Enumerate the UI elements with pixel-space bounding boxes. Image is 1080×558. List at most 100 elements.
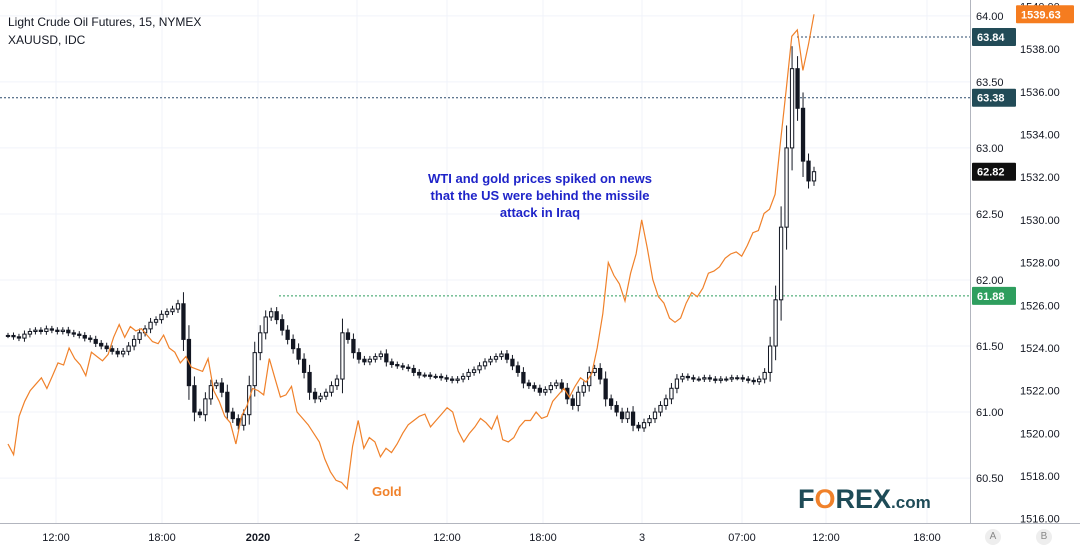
candle-body: [340, 332, 345, 380]
candle-body: [274, 311, 279, 321]
candle-body: [493, 356, 499, 360]
forex-logo: FOREX.com: [798, 484, 931, 515]
right-tick-label: 1528.00: [1020, 258, 1060, 270]
gold-series-label: Gold: [372, 484, 402, 499]
candle-body: [280, 319, 285, 331]
candle-body: [449, 378, 455, 381]
candle-body: [269, 311, 274, 318]
auto-scale-button[interactable]: A: [985, 529, 1001, 545]
price-badge: 63.38: [977, 93, 1005, 105]
candle-body: [718, 378, 723, 381]
candle-body: [669, 387, 674, 400]
candle-body: [444, 377, 449, 380]
logo-o: O: [814, 484, 836, 514]
candle-body: [378, 353, 383, 358]
candle-body: [345, 332, 351, 340]
candle-body: [208, 385, 214, 400]
price-badge: 61.88: [977, 291, 1005, 303]
candle-body: [439, 375, 444, 379]
log-scale-button[interactable]: B: [1036, 529, 1052, 545]
price-badge-bg: [972, 27, 1016, 46]
gold-price-badge-bg: [1016, 5, 1074, 24]
right-axis-ticks: 1516.00 1518.00 1520.00 1522.00 1524.00 1526.…: [1020, 1, 1060, 525]
logo-com: .com: [891, 493, 931, 512]
right-tick-label: 1518.00: [1020, 471, 1060, 483]
x-tick-label: 12:00: [433, 532, 461, 544]
candle-body: [356, 352, 362, 360]
candle-body: [663, 398, 669, 406]
candle-body: [548, 385, 553, 391]
candle-body: [641, 422, 647, 429]
price-badge-bg: [972, 88, 1016, 107]
chart-title: Light Crude Oil Futures, 15, NYMEX: [8, 15, 202, 29]
candle-body: [137, 332, 142, 340]
candle-body: [576, 391, 581, 406]
price-badge-bg: [972, 286, 1016, 305]
price-levels: [0, 36, 970, 297]
candle-body: [543, 389, 548, 393]
right-tick-label: 1516.00: [1020, 514, 1060, 526]
candle-body: [428, 374, 433, 377]
candle-body: [614, 404, 619, 413]
candle-body: [422, 374, 427, 377]
candle-body: [532, 385, 537, 389]
candle-body: [625, 411, 630, 420]
chart-subtitle: XAUUSD, IDC: [8, 33, 86, 47]
candle-body: [170, 308, 175, 313]
candle-body: [115, 350, 120, 355]
left-tick-label: 61.00: [976, 407, 1004, 419]
gold-series-line: [7, 14, 815, 491]
candle-body: [82, 334, 87, 339]
candle-body: [197, 411, 203, 416]
candle-body: [131, 338, 137, 347]
candle-body: [570, 398, 575, 406]
candle-body: [93, 338, 98, 344]
candle-body: [767, 345, 773, 373]
candle-body: [263, 316, 268, 334]
right-tick-label: 1530.00: [1020, 215, 1060, 227]
candle-body: [33, 329, 38, 332]
candle-body: [312, 391, 318, 400]
candle-body: [789, 68, 795, 149]
candle-body: [60, 329, 65, 332]
candle-body: [362, 358, 367, 363]
x-tick-label: 18:00: [148, 532, 176, 544]
candle-body: [598, 367, 603, 380]
right-tick-label: 1538.00: [1020, 44, 1060, 56]
x-tick-label: 07:00: [728, 532, 756, 544]
candle-body: [735, 377, 740, 380]
logo-rex: REX: [835, 484, 892, 514]
right-tick-label: 1532.00: [1020, 172, 1060, 184]
candle-body: [658, 404, 663, 413]
candle-body: [214, 382, 219, 387]
candle-body: [406, 366, 411, 369]
candle-body: [685, 375, 691, 379]
candle-body: [290, 338, 296, 350]
candle-body: [301, 358, 307, 373]
candle-body: [521, 371, 526, 384]
candle-body: [471, 369, 477, 373]
right-tick-label: 1522.00: [1020, 386, 1060, 398]
candle-body: [16, 336, 22, 339]
candle-body: [219, 382, 224, 393]
candle-body: [482, 361, 488, 367]
x-tick-label: 18:00: [913, 532, 941, 544]
candle-body: [126, 345, 131, 352]
candle-body: [707, 377, 712, 380]
candle-body: [526, 382, 532, 387]
candle-body: [636, 424, 641, 429]
x-tick-label: 18:00: [529, 532, 557, 544]
gold-price-badge: 1539.63: [1021, 9, 1061, 21]
candle-body: [22, 333, 27, 339]
candle-body: [192, 385, 197, 413]
candle-body: [455, 378, 460, 381]
candle-body: [504, 353, 510, 360]
x-tick-label: 3: [639, 532, 645, 544]
price-badges: 63.84 63.38 62.82 61.88 1539.63: [972, 5, 1074, 305]
candle-body: [680, 375, 685, 380]
x-tick-label: 12:00: [812, 532, 840, 544]
candle-body: [351, 338, 356, 354]
left-tick-label: 64.00: [976, 11, 1004, 23]
candle-body: [400, 365, 405, 368]
